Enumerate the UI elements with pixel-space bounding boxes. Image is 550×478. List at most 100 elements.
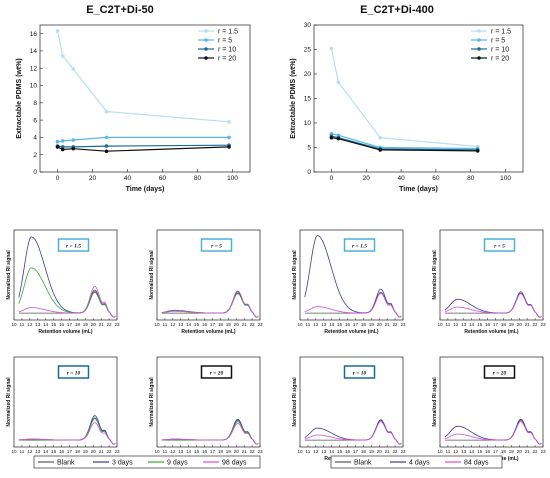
x-tick-label: 11: [20, 449, 25, 454]
data-point: [104, 135, 109, 140]
legend-label: r = 5: [218, 37, 232, 44]
x-tick-label: 22: [250, 322, 256, 327]
legend-label: 98 days: [222, 460, 247, 467]
x-tick-label: 21: [242, 322, 248, 327]
data-point: [329, 46, 334, 51]
x-tick-label: 19: [83, 322, 89, 327]
y-tick-label: 14: [30, 48, 38, 55]
series-line-1: [57, 136, 229, 143]
x-tick-label: 15: [477, 449, 483, 454]
panel-frame: [156, 356, 261, 448]
panel-frame: [439, 229, 544, 321]
y-tick-label: 5: [307, 145, 311, 152]
x-tick-label: 17: [493, 322, 499, 327]
x-tick-label: 21: [99, 322, 105, 327]
panel-frame: [299, 356, 404, 448]
data-point: [60, 54, 65, 58]
panel-label-box: [57, 365, 90, 379]
gpc-curve-2: [444, 293, 542, 318]
x-tick-label: 11: [163, 322, 168, 327]
x-tick-label: 20: [517, 322, 523, 327]
panel-label: r = 1.5: [352, 244, 367, 250]
x-tick-label: 18: [501, 322, 507, 327]
x-tick-label: 11: [163, 449, 168, 454]
data-point: [60, 147, 65, 152]
legend-swatch-point: [204, 38, 208, 42]
y-axis-label: Normalized RI signal: [432, 250, 438, 300]
x-tick-label: 15: [337, 322, 343, 327]
panel-label-box: [200, 238, 233, 252]
y-tick-label: 4: [33, 135, 37, 142]
gpc-panel-5: 10 11 12 13 14 15 16 17 18 19 20 21 22 23 Retention vo…: [432, 229, 546, 335]
x-tick-label: 16: [202, 449, 208, 454]
x-tick-label: 18: [218, 449, 224, 454]
y-tick-label: 10: [304, 120, 312, 127]
x-tick-label: 23: [257, 449, 263, 454]
x-tick-label: 23: [114, 322, 120, 327]
panel-frame: [299, 229, 404, 321]
x-tick-label: 18: [75, 449, 81, 454]
legend-label: 3 days: [112, 460, 133, 467]
legend-label: 9 days: [167, 460, 188, 467]
x-tick-label: 22: [393, 322, 399, 327]
x-tick-label: 16: [345, 322, 351, 327]
x-tick-label: 21: [242, 449, 248, 454]
x-tick-label: 23: [257, 322, 263, 327]
x-tick-label: 12: [27, 322, 33, 327]
x-tick-label: 15: [194, 449, 200, 454]
x-tick-label: 21: [385, 322, 391, 327]
x-tick-label: 11: [306, 322, 311, 327]
y-axis-label: Normalized RI signal: [149, 250, 155, 300]
extractable-chart-0: E_C2T+Di-50 0 20 40 60 80 100 0 2 4 6 8 10 12 14 16 Time…: [16, 4, 251, 193]
series-line-2: [57, 144, 230, 148]
y-tick-label: 20: [304, 71, 312, 78]
panel-frame: [13, 229, 118, 321]
x-axis-label: Retention volume (mL): [324, 329, 379, 335]
legend-frame: [33, 455, 261, 469]
series-line-3: [331, 137, 478, 152]
x-tick-label: 17: [353, 322, 359, 327]
y-axis-label: Normalized RI signal: [292, 377, 298, 427]
gpc-legend-left: Blank 3 days 9 days 98 days: [33, 455, 261, 469]
x-tick-label: 10: [437, 322, 443, 327]
x-tick-label: 12: [27, 449, 33, 454]
x-tick-label: 19: [369, 449, 375, 454]
x-tick-label: 14: [329, 449, 335, 454]
y-axis-label: Extractable PDMS (wt%): [290, 58, 297, 139]
x-tick-label: 22: [393, 449, 399, 454]
x-tick-label: 80: [467, 175, 475, 182]
data-point: [104, 144, 109, 148]
data-point: [104, 149, 109, 154]
x-tick-label: 13: [461, 322, 467, 327]
x-tick-label: 10: [297, 322, 303, 327]
data-point: [227, 135, 231, 140]
x-tick-label: 13: [35, 449, 41, 454]
x-tick-label: 21: [99, 449, 105, 454]
x-tick-label: 0: [56, 175, 60, 182]
x-tick-label: 19: [509, 449, 515, 454]
legend-label: 4 days: [409, 460, 430, 467]
x-tick-label: 17: [493, 449, 499, 454]
x-tick-label: 15: [337, 449, 343, 454]
panel-label-box: [483, 365, 516, 379]
y-tick-label: 12: [30, 65, 38, 72]
y-tick-label: 0: [33, 169, 37, 176]
x-tick-label: 20: [363, 175, 371, 182]
y-axis-label: Normalized RI signal: [149, 377, 155, 427]
data-point: [60, 145, 65, 149]
x-tick-label: 12: [170, 449, 176, 454]
x-tick-label: 60: [432, 175, 440, 182]
data-point: [336, 80, 341, 85]
x-tick-label: 40: [397, 175, 405, 182]
series-line-0: [56, 30, 230, 123]
legend-swatch-point: [204, 47, 208, 51]
y-axis-label: Normalized RI signal: [6, 377, 12, 427]
x-tick-label: 11: [20, 322, 25, 327]
legend-label: r = 20: [491, 55, 509, 62]
data-point: [378, 135, 382, 140]
gpc-curve-0: [304, 291, 402, 318]
x-tick-label: 17: [210, 449, 216, 454]
gpc-curve-1: [304, 419, 402, 445]
